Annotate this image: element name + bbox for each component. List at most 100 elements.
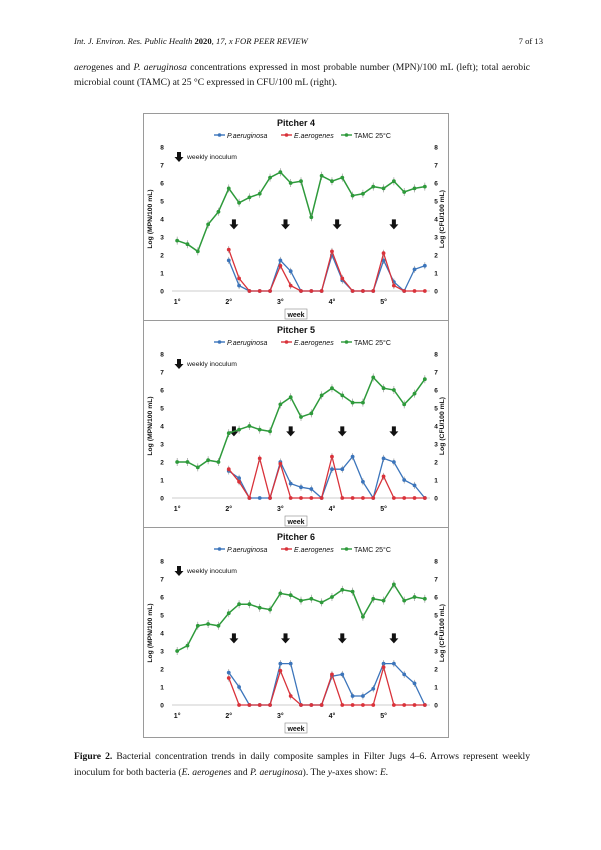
data-point-tamc — [330, 595, 334, 599]
data-point-pa — [371, 686, 376, 691]
data-point-ea — [340, 703, 345, 707]
data-point-pa — [309, 487, 314, 491]
data-point-ea — [226, 247, 231, 252]
legend-marker — [344, 340, 349, 344]
y-tick-label-right: 0 — [434, 289, 438, 296]
data-point-tamc — [402, 402, 407, 407]
data-point-ea — [330, 672, 334, 677]
data-point-tamc — [361, 400, 365, 405]
x-axis-label: week — [286, 312, 304, 319]
y-tick-label-right: 7 — [434, 577, 438, 584]
data-point-pa — [330, 467, 334, 472]
data-point-tamc — [299, 179, 303, 184]
data-point-ea — [237, 276, 241, 281]
data-point-ea — [278, 461, 283, 466]
chart-pitcher-4: Pitcher 4 P.aeruginosa E.aerogenes TAMC 25°… — [147, 118, 446, 320]
data-point-tamc — [299, 598, 303, 603]
axes: 0 0 1 1 2 2 3 3 4 4 5 5 6 6 7 7 8 8 Log (MPN/100 mL) Log (C… — [147, 559, 446, 734]
chart-legend: P.aeruginosa E.aerogenes TAMC 25°C — [214, 132, 391, 140]
week-tick-label: 3° — [277, 712, 284, 720]
data-point-tamc — [288, 181, 293, 185]
y-tick-label-right: 6 — [434, 595, 438, 602]
data-point-ea — [371, 496, 376, 500]
legend-label: P.aeruginosa — [227, 340, 267, 347]
y-tick-label-left: 7 — [160, 163, 164, 170]
data-point-ea — [361, 703, 365, 707]
data-point-ea — [278, 668, 283, 673]
data-point-pa — [391, 460, 396, 464]
data-point-ea — [288, 496, 293, 500]
data-point-ea — [391, 496, 396, 500]
page-number: 7 of 13 — [518, 36, 543, 46]
data-point-tamc — [422, 596, 427, 601]
running-header: Int. J. Environ. Res. Public Health 2020… — [74, 36, 308, 46]
inoculum-label: weekly inoculum — [186, 568, 237, 575]
intro-italic-1: aero — [74, 62, 92, 73]
down-arrow-icon — [174, 359, 184, 369]
y-tick-label-left: 2 — [160, 460, 164, 467]
week-tick-label: 4° — [329, 505, 336, 513]
data-point-pa — [381, 258, 386, 263]
caption-italic-1: E. aerogenes — [181, 766, 232, 778]
y-tick-label-left: 5 — [160, 613, 164, 620]
data-point-ea — [402, 496, 407, 500]
data-point-tamc — [247, 602, 252, 607]
legend-marker — [217, 547, 222, 551]
data-point-tamc — [350, 400, 355, 405]
y-tick-label-right: 3 — [434, 649, 438, 656]
series-ea — [226, 453, 427, 501]
data-point-tamc — [371, 596, 376, 601]
y-axis-label-right: Log (CFU/100 mL) — [439, 604, 446, 662]
data-point-pa — [278, 258, 283, 263]
caption-italic-2: P. aeruginosa — [250, 766, 303, 778]
inoculum-label: weekly inoculum — [186, 361, 237, 368]
data-point-tamc — [381, 386, 386, 391]
data-point-tamc — [381, 598, 386, 603]
y-axis-label-left: Log (MPN/100 mL) — [147, 396, 154, 455]
data-point-tamc — [361, 614, 365, 619]
y-tick-label-left: 3 — [160, 235, 164, 242]
data-point-ea — [226, 467, 231, 472]
series-line-pa — [228, 662, 426, 706]
data-point-ea — [319, 496, 324, 500]
data-point-ea — [381, 474, 386, 479]
data-point-ea — [381, 251, 386, 256]
y-tick-label-right: 1 — [434, 271, 438, 278]
y-tick-label-right: 0 — [434, 496, 438, 503]
data-point-tamc — [278, 402, 283, 407]
y-tick-label-left: 8 — [160, 145, 164, 152]
data-point-pa — [288, 269, 293, 274]
data-point-tamc — [330, 179, 334, 184]
data-point-pa — [350, 454, 355, 459]
caption-text-2: and — [231, 766, 251, 778]
data-point-ea — [371, 703, 376, 707]
legend-label: E.aerogenes — [294, 547, 334, 554]
data-point-ea — [268, 703, 272, 707]
data-point-pa — [340, 467, 345, 472]
data-point-pa — [299, 485, 303, 490]
data-point-ea — [268, 496, 272, 500]
data-point-tamc — [206, 622, 211, 626]
inoculum-arrow-icon — [286, 426, 296, 437]
y-tick-label-left: 0 — [160, 703, 164, 710]
y-tick-label-right: 8 — [434, 559, 438, 566]
week-tick-label: 3° — [277, 298, 284, 306]
inoculum-arrow-icon — [337, 633, 347, 644]
data-point-ea — [226, 676, 231, 680]
x-axis-label-box — [284, 308, 308, 320]
y-tick-label-left: 2 — [160, 667, 164, 674]
intro-paragraph: aerogenes and P. aeruginosa concentratio… — [74, 60, 530, 90]
y-tick-label-left: 6 — [160, 181, 164, 188]
legend-marker — [344, 133, 349, 137]
inoculum-arrow-icon — [337, 426, 347, 437]
data-point-tamc — [422, 184, 427, 189]
data-point-tamc — [268, 607, 272, 612]
y-tick-label-right: 8 — [434, 352, 438, 359]
data-point-tamc — [288, 395, 293, 400]
data-point-pa — [226, 670, 231, 675]
intro-italic-3: P. aeruginosa — [133, 62, 187, 73]
data-point-tamc — [257, 427, 262, 432]
series-ea — [226, 246, 427, 293]
series-line-ea — [228, 664, 425, 706]
data-point-tamc — [319, 600, 324, 605]
